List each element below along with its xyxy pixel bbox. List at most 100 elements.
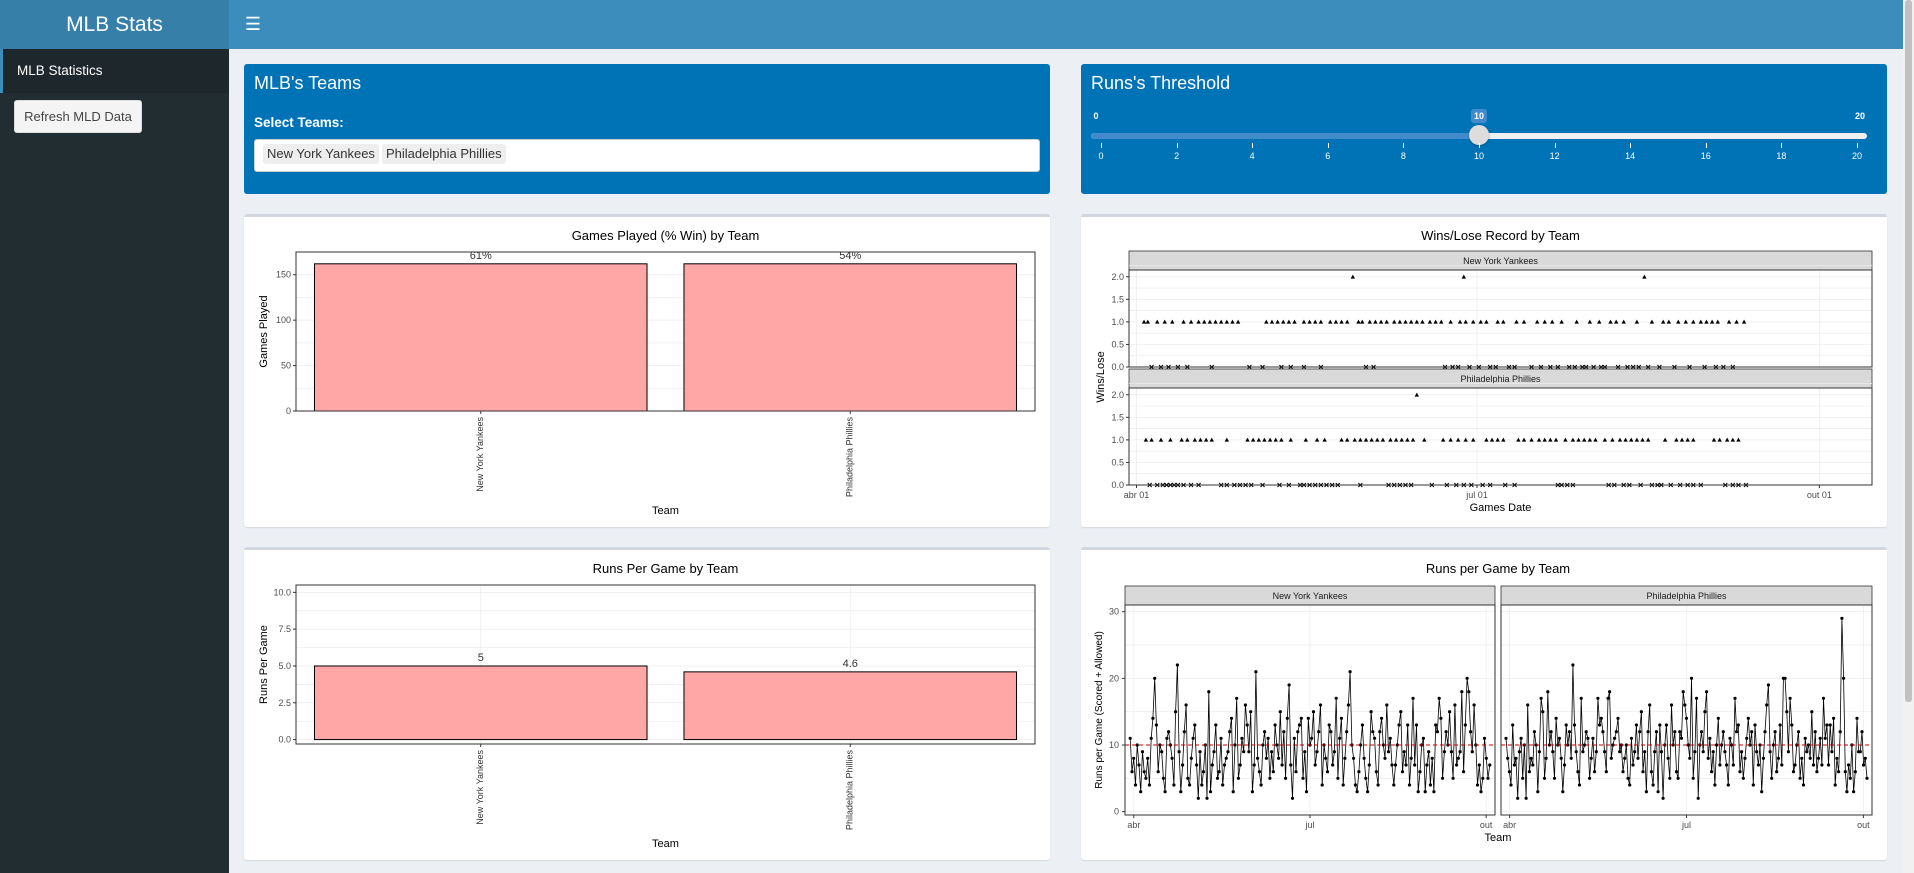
data-point bbox=[1229, 716, 1234, 720]
win-point bbox=[1736, 437, 1741, 442]
slider-handle[interactable] bbox=[1469, 125, 1489, 145]
data-point bbox=[1256, 756, 1260, 760]
data-point bbox=[1397, 723, 1401, 727]
data-point bbox=[1212, 750, 1216, 754]
data-point bbox=[1705, 690, 1709, 694]
win-point bbox=[1202, 319, 1207, 324]
data-point bbox=[1708, 736, 1712, 740]
team-chip[interactable]: New York Yankees bbox=[263, 144, 379, 164]
win-point bbox=[1145, 319, 1151, 324]
data-point bbox=[1481, 776, 1485, 780]
win-point bbox=[1715, 319, 1720, 324]
y-tick-label: 30 bbox=[1109, 607, 1119, 617]
slider-tick bbox=[1403, 143, 1405, 148]
data-point bbox=[1439, 716, 1443, 720]
x-tick-label: Philadelphia Phillies bbox=[845, 750, 855, 831]
slider-tick-label: 4 bbox=[1249, 151, 1255, 161]
win-point bbox=[1264, 319, 1269, 324]
data-point bbox=[1292, 736, 1296, 740]
data-point bbox=[1780, 763, 1784, 767]
data-point bbox=[1706, 756, 1710, 760]
data-point bbox=[1588, 776, 1592, 780]
win-point bbox=[1661, 319, 1666, 324]
win-point bbox=[1679, 437, 1685, 442]
data-point bbox=[1606, 696, 1610, 700]
win-point bbox=[1393, 437, 1399, 442]
win-point bbox=[1392, 319, 1397, 324]
data-point bbox=[1746, 716, 1750, 720]
sidebar-item-mlb-statistics[interactable]: MLB Statistics bbox=[0, 49, 229, 93]
data-point bbox=[1364, 776, 1368, 780]
data-point bbox=[1324, 756, 1328, 760]
data-point bbox=[1427, 750, 1431, 754]
refresh-data-button[interactable]: Refresh MLD Data bbox=[14, 100, 142, 133]
data-point bbox=[1261, 743, 1265, 747]
data-point bbox=[1551, 750, 1555, 754]
win-point bbox=[1339, 437, 1344, 442]
data-point bbox=[1735, 730, 1739, 734]
data-point bbox=[1475, 783, 1480, 787]
data-point bbox=[1373, 736, 1377, 740]
data-point bbox=[1472, 703, 1476, 707]
team-select-input[interactable]: New York Yankees Philadelphia Phillies bbox=[254, 139, 1040, 172]
data-point bbox=[1801, 783, 1806, 787]
data-point bbox=[1366, 790, 1370, 794]
slider-value-label: 10 bbox=[1470, 109, 1488, 123]
data-point bbox=[1641, 770, 1645, 774]
win-point bbox=[1711, 437, 1717, 442]
win-point bbox=[1281, 319, 1286, 324]
data-point bbox=[1163, 790, 1167, 794]
data-point bbox=[1730, 743, 1734, 747]
data-point bbox=[1862, 763, 1866, 767]
data-point bbox=[1165, 736, 1169, 740]
data-point bbox=[1738, 770, 1742, 774]
data-point bbox=[1519, 736, 1523, 740]
y-tick-label: 2.0 bbox=[1111, 272, 1124, 282]
x-tick-label: jul 01 bbox=[1465, 490, 1488, 500]
team-chip[interactable]: Philadelphia Phillies bbox=[381, 144, 506, 164]
data-point bbox=[1327, 723, 1331, 727]
data-point bbox=[1661, 796, 1665, 800]
x-tick-label: Philadelphia Phillies bbox=[845, 417, 855, 498]
y-tick-label: 2.5 bbox=[278, 698, 291, 708]
data-point bbox=[1345, 730, 1349, 734]
data-point bbox=[1860, 730, 1864, 734]
page-scrollbar[interactable] bbox=[1903, 0, 1914, 873]
win-point bbox=[1534, 319, 1540, 324]
data-point bbox=[1559, 756, 1563, 760]
win-point bbox=[1634, 437, 1640, 442]
data-point bbox=[1596, 696, 1600, 700]
scrollbar-thumb[interactable] bbox=[1905, 0, 1912, 702]
data-point bbox=[1486, 776, 1490, 780]
runs-timeline-chart: Runs per Game by Team New York Yankees abr… bbox=[1094, 561, 1873, 844]
data-point bbox=[1243, 703, 1247, 707]
data-point bbox=[1263, 730, 1267, 734]
data-point bbox=[1679, 736, 1684, 740]
data-point bbox=[1710, 770, 1714, 774]
win-point bbox=[1143, 437, 1149, 442]
data-point bbox=[1557, 736, 1562, 740]
data-point bbox=[1639, 710, 1643, 714]
slider-tick-label: 14 bbox=[1625, 151, 1636, 161]
data-point bbox=[1287, 683, 1291, 687]
runs-threshold-slider[interactable]: 0 20 10 0 2 4 6 8 10 12 14 16 18 20 bbox=[1091, 109, 1867, 179]
slider-tick-label: 20 bbox=[1851, 151, 1863, 161]
data-point bbox=[1393, 763, 1398, 767]
data-point bbox=[1621, 770, 1625, 774]
data-point bbox=[1549, 730, 1553, 734]
app-title[interactable]: MLB Stats bbox=[0, 0, 229, 49]
win-point bbox=[1367, 319, 1372, 324]
data-point bbox=[1233, 743, 1237, 747]
data-point bbox=[1235, 696, 1239, 700]
data-point bbox=[1479, 790, 1483, 794]
data-point bbox=[1668, 776, 1672, 780]
data-point bbox=[1753, 723, 1757, 727]
data-point bbox=[1576, 770, 1580, 774]
data-point bbox=[1673, 730, 1677, 734]
data-point bbox=[1399, 710, 1403, 714]
data-point bbox=[1310, 736, 1314, 740]
win-point bbox=[1608, 319, 1613, 324]
data-point bbox=[1266, 736, 1270, 740]
hamburger-icon[interactable]: ☰ bbox=[244, 14, 262, 34]
data-point bbox=[1221, 783, 1225, 787]
